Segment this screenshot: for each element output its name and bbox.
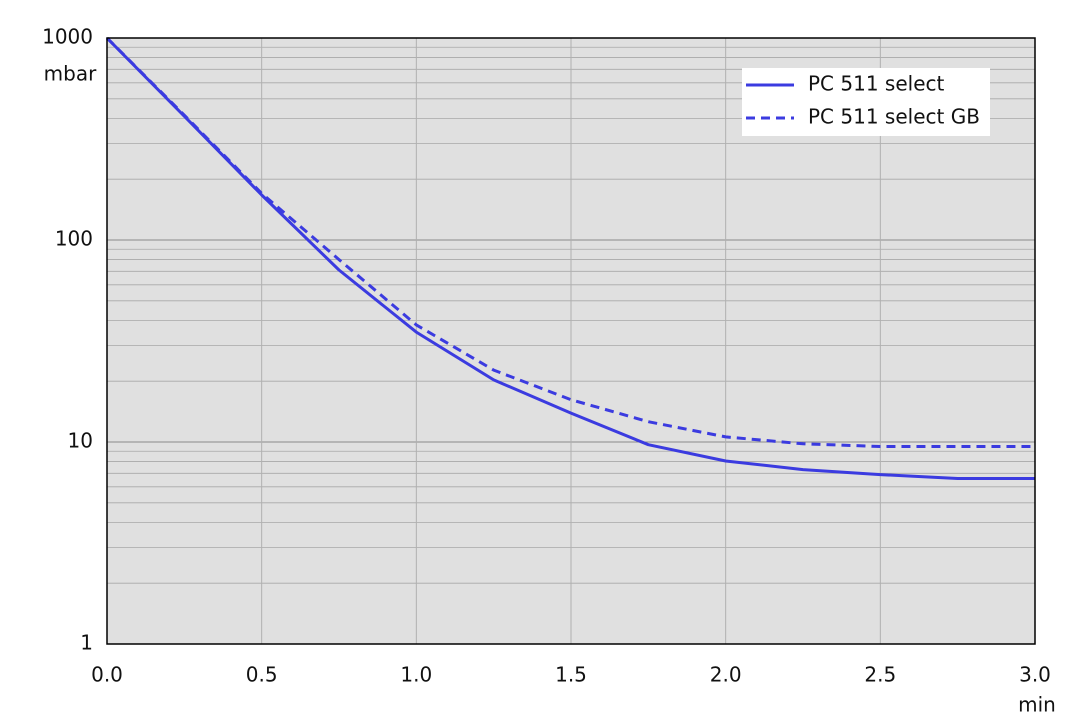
x-tick-label: 0.0: [91, 663, 123, 687]
series-line: [105, 36, 1035, 448]
x-tick-label: 2.5: [864, 663, 896, 687]
lines: [105, 36, 1035, 480]
y-tick-label: 100: [55, 227, 93, 251]
legend-label: PC 511 select: [808, 72, 944, 96]
x-tick-label: 0.5: [246, 663, 278, 687]
x-tick-label: 1.0: [400, 663, 432, 687]
x-unit: min: [1018, 693, 1056, 717]
y-tick-label: 1: [80, 631, 93, 655]
legend: PC 511 select PC 511 select GB: [742, 68, 990, 136]
x-tick-label: 1.5: [555, 663, 587, 687]
series-line: [105, 36, 1035, 480]
plot-border: [106, 37, 1036, 645]
x-tick-label: 2.0: [710, 663, 742, 687]
y-unit: mbar: [44, 62, 97, 86]
legend-box: [742, 68, 990, 136]
y-tick-label: 1000: [42, 25, 93, 49]
x-tick-label: 3.0: [1019, 663, 1051, 687]
legend-label: PC 511 select GB: [808, 105, 980, 129]
y-tick-label: 10: [68, 429, 93, 453]
